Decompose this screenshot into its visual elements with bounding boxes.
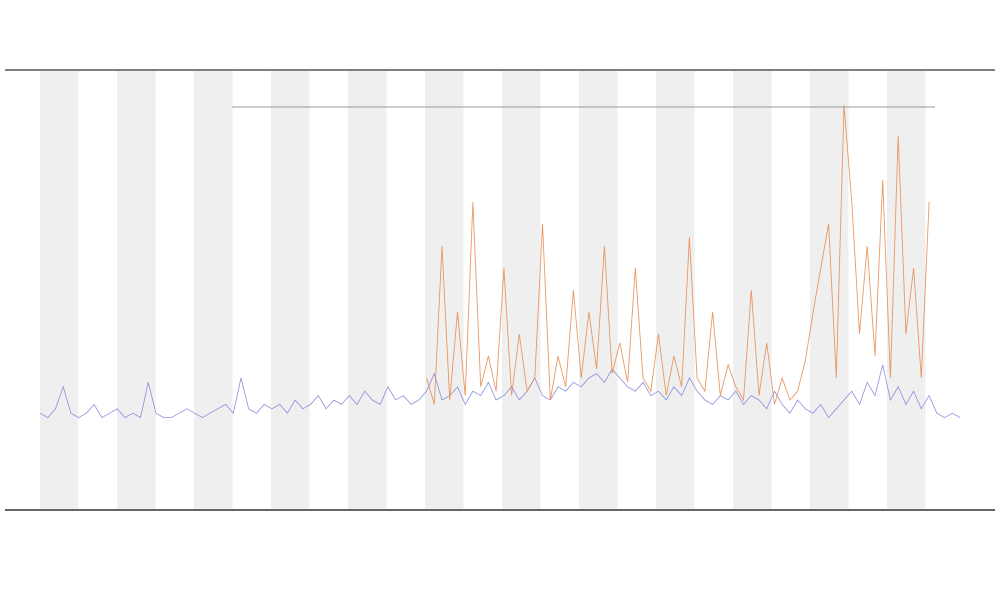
series-line [39,364,961,419]
shaded-band [810,71,849,509]
shaded-band [271,71,310,509]
shaded-band [887,71,926,509]
shaded-band [348,71,387,509]
shaded-band [117,71,156,509]
shaded-band [40,71,79,509]
shaded-band [502,71,541,509]
shaded-band [733,71,772,509]
shaded-bands [40,71,926,509]
shaded-band [579,71,618,509]
series-line [426,105,930,405]
shaded-band [194,71,233,509]
shaded-band [656,71,695,509]
